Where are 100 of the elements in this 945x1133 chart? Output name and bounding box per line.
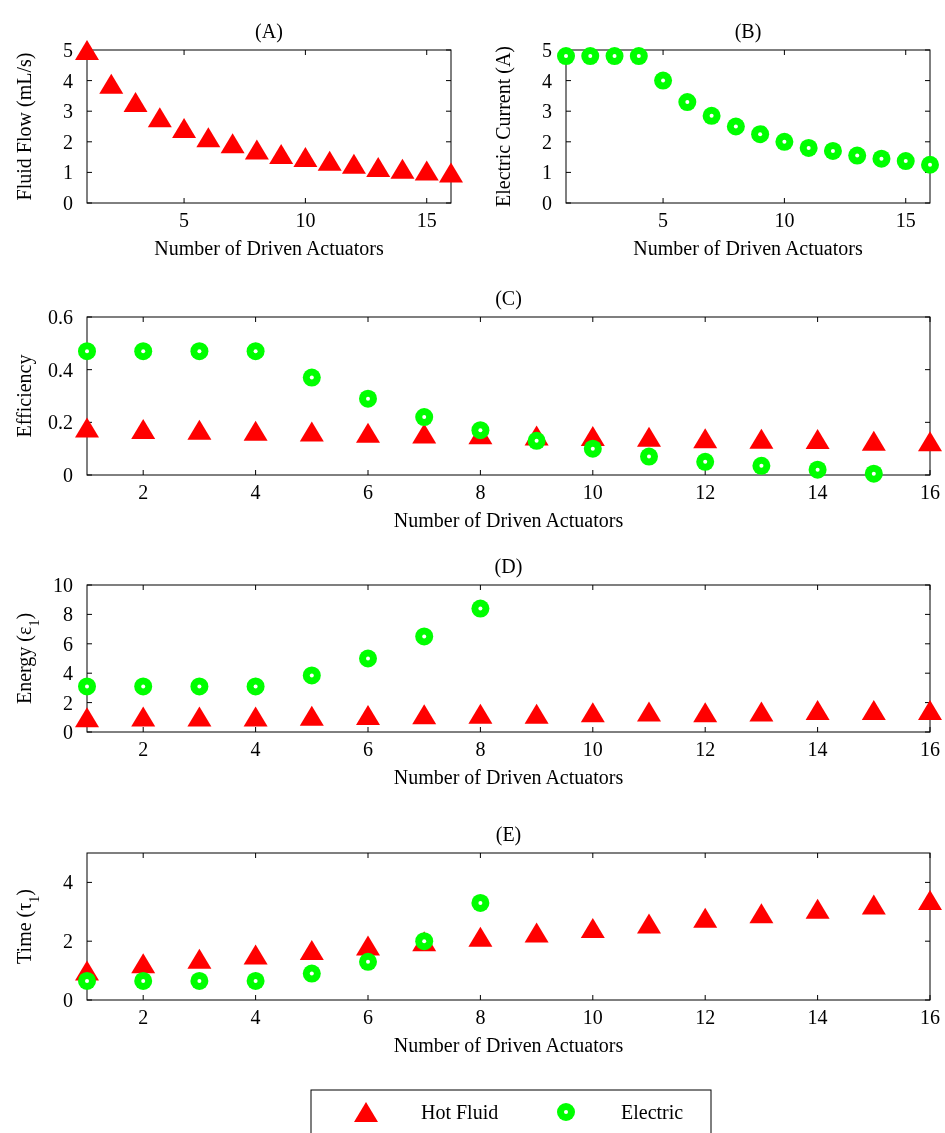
x-tick-label: 5 xyxy=(658,209,669,231)
y-axis-title: Fluid Flow (mL/s) xyxy=(13,52,36,201)
legend-label: Hot Fluid xyxy=(421,1101,499,1123)
y-tick-label: 3 xyxy=(63,100,73,123)
point xyxy=(134,677,153,696)
point xyxy=(439,162,463,183)
point xyxy=(678,93,697,112)
y-tick-label: 8 xyxy=(63,603,73,626)
x-tick-label: 2 xyxy=(138,738,149,760)
point xyxy=(243,944,268,965)
point xyxy=(356,705,380,726)
x-tick-label: 15 xyxy=(895,209,916,231)
point xyxy=(629,47,648,66)
point xyxy=(557,47,575,66)
point xyxy=(751,125,770,144)
x-tick-label: 6 xyxy=(363,1006,373,1028)
x-tick-label: 8 xyxy=(475,481,486,503)
point xyxy=(131,953,156,974)
point xyxy=(848,146,867,165)
x-tick-label: 16 xyxy=(920,481,940,503)
point xyxy=(749,701,774,722)
point xyxy=(823,141,842,160)
y-axis-title: Electric Current (A) xyxy=(492,45,515,208)
point xyxy=(580,917,605,938)
y-tick-label: 6 xyxy=(63,632,73,655)
point xyxy=(640,447,658,466)
point xyxy=(302,964,321,983)
x-tick-label: 15 xyxy=(416,209,437,231)
point xyxy=(799,138,818,157)
y-tick-label: 5 xyxy=(542,39,552,61)
y-tick-label: 0.4 xyxy=(48,358,73,381)
point xyxy=(75,707,99,728)
y-tick-label: 1 xyxy=(63,161,73,184)
y-tick-label: 0 xyxy=(63,464,73,486)
point xyxy=(918,890,942,911)
point xyxy=(187,948,212,969)
point xyxy=(99,73,124,94)
point xyxy=(412,704,437,725)
x-tick-label: 2 xyxy=(138,481,149,503)
point xyxy=(637,426,661,447)
point xyxy=(775,132,794,151)
point xyxy=(302,368,321,387)
point xyxy=(196,127,221,148)
point xyxy=(75,40,99,60)
y-tick-label: 0 xyxy=(63,721,73,743)
point xyxy=(918,699,942,720)
point xyxy=(471,893,490,912)
x-tick-label: 5 xyxy=(179,209,190,231)
point xyxy=(317,150,342,171)
point xyxy=(244,139,269,160)
x-tick-label: 12 xyxy=(695,481,716,503)
y-tick-label: 4 xyxy=(63,662,73,685)
point xyxy=(581,47,600,66)
point xyxy=(583,439,602,458)
point xyxy=(808,460,827,479)
point xyxy=(693,428,718,449)
point xyxy=(366,156,391,177)
point xyxy=(805,428,830,449)
point xyxy=(390,158,415,179)
y-tick-label: 0 xyxy=(542,192,552,214)
y-tick-label: 3 xyxy=(542,100,552,123)
point xyxy=(269,144,294,165)
point xyxy=(78,342,96,361)
point xyxy=(293,147,318,168)
point xyxy=(134,971,153,990)
point xyxy=(78,677,96,696)
point xyxy=(896,152,915,171)
y-tick-label: 5 xyxy=(63,39,73,61)
x-tick-label: 16 xyxy=(920,1006,940,1028)
point xyxy=(696,452,715,471)
chart-title: (A) xyxy=(255,20,283,43)
point xyxy=(654,71,673,90)
point xyxy=(861,699,886,720)
point xyxy=(415,627,434,646)
y-tick-label: 4 xyxy=(63,69,73,92)
point xyxy=(414,160,439,181)
x-tick-label: 12 xyxy=(695,738,716,760)
point xyxy=(471,599,490,618)
point xyxy=(299,421,324,442)
point xyxy=(861,894,886,915)
y-tick-label: 2 xyxy=(542,130,552,153)
y-tick-label: 2 xyxy=(63,130,73,153)
point xyxy=(147,107,172,128)
y-tick-label: 1 xyxy=(542,161,552,184)
point xyxy=(246,677,265,696)
point xyxy=(864,464,883,483)
point xyxy=(190,677,209,696)
point xyxy=(580,702,605,723)
point xyxy=(861,430,886,451)
point xyxy=(693,907,718,928)
point xyxy=(524,922,549,943)
x-tick-label: 10 xyxy=(582,481,603,503)
x-tick-label: 12 xyxy=(695,1006,716,1028)
point xyxy=(78,971,96,990)
point xyxy=(246,342,265,361)
chart-title: (D) xyxy=(494,555,523,578)
x-axis-title: Number of Driven Actuators xyxy=(633,237,863,259)
x-tick-label: 4 xyxy=(250,738,261,760)
point xyxy=(246,971,265,990)
point xyxy=(693,702,718,723)
